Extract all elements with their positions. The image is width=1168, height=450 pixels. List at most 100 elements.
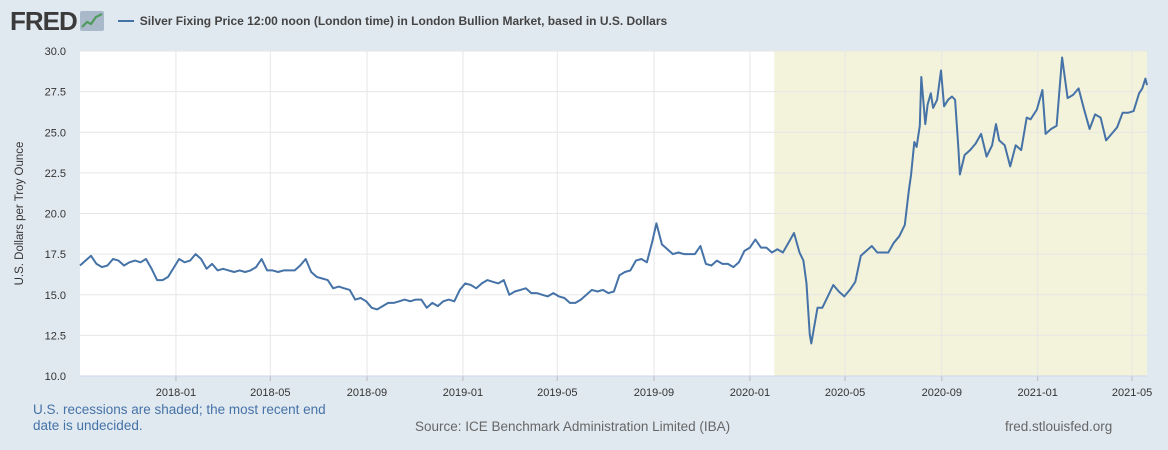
data-point[interactable] — [436, 304, 440, 308]
data-point[interactable] — [601, 288, 605, 292]
data-point[interactable] — [1143, 77, 1147, 81]
data-point[interactable] — [1029, 117, 1033, 121]
data-point[interactable] — [842, 294, 846, 298]
data-point[interactable] — [84, 259, 88, 263]
data-point[interactable] — [595, 290, 599, 294]
data-point[interactable] — [128, 260, 132, 264]
data-point[interactable] — [155, 278, 159, 282]
data-point[interactable] — [1014, 143, 1018, 147]
data-point[interactable] — [805, 281, 809, 285]
data-point[interactable] — [654, 221, 658, 225]
data-point[interactable] — [106, 264, 110, 268]
data-point[interactable] — [1044, 132, 1048, 136]
data-point[interactable] — [463, 281, 467, 285]
data-point[interactable] — [1055, 124, 1059, 128]
data-point[interactable] — [953, 98, 957, 102]
data-point[interactable] — [309, 270, 313, 274]
data-point[interactable] — [89, 254, 93, 258]
data-point[interactable] — [199, 257, 203, 261]
data-point[interactable] — [441, 299, 445, 303]
data-point[interactable] — [704, 262, 708, 266]
data-point[interactable] — [606, 291, 610, 295]
data-point[interactable] — [628, 268, 632, 272]
site-link[interactable]: fred.stlouisfed.org — [1005, 419, 1113, 434]
data-point[interactable] — [859, 254, 863, 258]
data-point[interactable] — [144, 257, 148, 261]
data-point[interactable] — [474, 286, 478, 290]
data-point[interactable] — [665, 247, 669, 251]
data-point[interactable] — [693, 252, 697, 256]
data-point[interactable] — [907, 189, 911, 193]
data-point[interactable] — [117, 259, 121, 263]
data-point[interactable] — [923, 122, 927, 126]
data-point[interactable] — [1126, 111, 1130, 115]
data-point[interactable] — [958, 173, 962, 177]
data-point[interactable] — [122, 264, 126, 268]
data-point[interactable] — [742, 249, 746, 253]
data-point[interactable] — [524, 286, 528, 290]
data-point[interactable] — [370, 306, 374, 310]
data-point[interactable] — [298, 264, 302, 268]
data-point[interactable] — [770, 251, 774, 255]
data-point[interactable] — [265, 268, 269, 272]
line-chart[interactable]: 10.0 12.5 15.0 17.5 20.0 22.5 25.0 27.5 30.0 2018… — [0, 0, 1168, 400]
data-point[interactable] — [798, 251, 802, 255]
data-point[interactable] — [963, 153, 967, 157]
data-point[interactable] — [650, 239, 654, 243]
data-point[interactable] — [886, 251, 890, 255]
data-point[interactable] — [1137, 91, 1141, 95]
data-point[interactable] — [188, 259, 192, 263]
data-point[interactable] — [210, 262, 214, 266]
data-point[interactable] — [903, 223, 907, 227]
data-point[interactable] — [254, 265, 258, 269]
data-point[interactable] — [639, 257, 643, 261]
data-point[interactable] — [392, 301, 396, 305]
data-point[interactable] — [540, 293, 544, 297]
data-point[interactable] — [342, 286, 346, 290]
data-point[interactable] — [1040, 88, 1044, 92]
data-point[interactable] — [282, 268, 286, 272]
data-point[interactable] — [812, 324, 816, 328]
data-point[interactable] — [260, 257, 264, 261]
series-line[interactable] — [79, 56, 1148, 345]
data-point[interactable] — [919, 75, 923, 79]
data-point[interactable] — [353, 298, 357, 302]
data-point[interactable] — [403, 298, 407, 302]
data-point[interactable] — [612, 290, 616, 294]
data-point[interactable] — [801, 259, 805, 263]
data-point[interactable] — [161, 278, 165, 282]
data-point[interactable] — [753, 238, 757, 242]
data-point[interactable] — [320, 277, 324, 281]
data-point[interactable] — [546, 294, 550, 298]
data-point[interactable] — [1104, 138, 1108, 142]
data-point[interactable] — [808, 332, 812, 336]
data-point[interactable] — [150, 267, 154, 271]
data-point[interactable] — [909, 173, 913, 177]
data-point[interactable] — [864, 249, 868, 253]
data-point[interactable] — [1060, 56, 1064, 60]
data-point[interactable] — [897, 234, 901, 238]
data-point[interactable] — [1035, 108, 1039, 112]
data-point[interactable] — [726, 262, 730, 266]
data-point[interactable] — [359, 296, 363, 300]
data-point[interactable] — [1019, 148, 1023, 152]
data-point[interactable] — [364, 299, 368, 303]
data-point[interactable] — [1071, 93, 1075, 97]
data-point[interactable] — [715, 259, 719, 263]
data-point[interactable] — [956, 145, 960, 149]
data-point[interactable] — [177, 257, 181, 261]
data-point[interactable] — [496, 281, 500, 285]
data-point[interactable] — [915, 145, 919, 149]
data-point[interactable] — [205, 267, 209, 271]
data-point[interactable] — [348, 288, 352, 292]
data-point[interactable] — [414, 298, 418, 302]
data-point[interactable] — [748, 246, 752, 250]
data-point[interactable] — [166, 275, 170, 279]
data-point[interactable] — [645, 260, 649, 264]
data-point[interactable] — [1082, 108, 1086, 112]
data-point[interactable] — [942, 104, 946, 108]
data-point[interactable] — [968, 148, 972, 152]
data-point[interactable] — [950, 95, 954, 99]
data-point[interactable] — [617, 273, 621, 277]
data-point[interactable] — [584, 293, 588, 297]
